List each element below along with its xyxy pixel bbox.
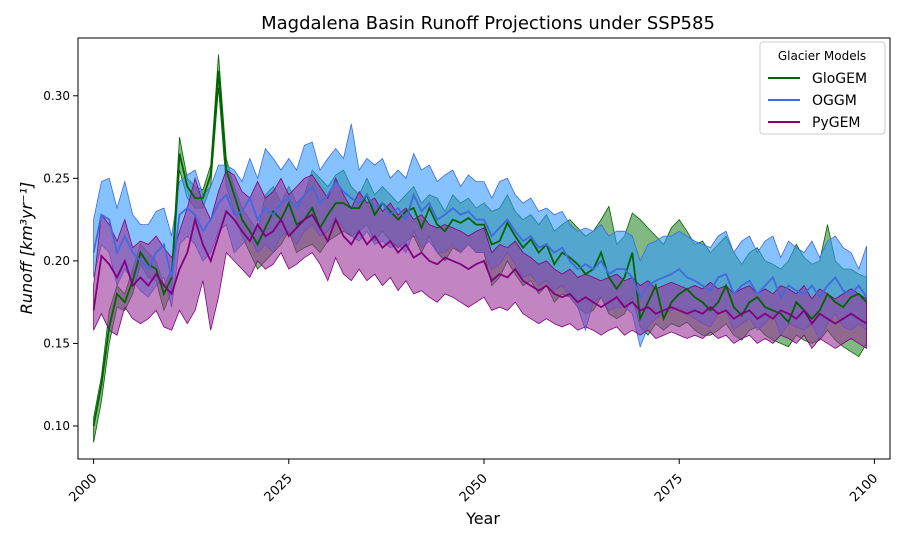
y-tick-label: 0.15 xyxy=(43,336,70,350)
y-axis: 0.10 0.15 0.20 0.25 0.30 xyxy=(43,89,78,433)
x-tick-label: 2025 xyxy=(262,471,296,505)
y-tick-label: 0.30 xyxy=(43,89,70,103)
x-axis-label: Year xyxy=(465,509,500,528)
legend-label-pygem: PyGEM xyxy=(812,115,861,131)
line-glogem xyxy=(92,70,868,427)
y-axis-label: Runoff [km³yr⁻¹] xyxy=(17,182,36,314)
x-tick-label: 2075 xyxy=(652,471,686,505)
legend-label-oggm: OGGM xyxy=(812,93,857,109)
x-axis: 2000 2025 2050 2075 2100 xyxy=(66,459,881,505)
x-tick-label: 2000 xyxy=(66,471,100,505)
series-lines xyxy=(92,70,868,427)
y-tick-label: 0.10 xyxy=(43,419,70,433)
confidence-bands xyxy=(93,54,867,443)
x-tick-label: 2100 xyxy=(847,471,881,505)
chart-title: Magdalena Basin Runoff Projections under… xyxy=(261,13,715,34)
legend-box xyxy=(759,41,886,135)
band-pygem xyxy=(93,169,867,350)
legend: Glacier Models GloGEM OGGM PyGEM xyxy=(759,41,886,135)
line-oggm xyxy=(92,180,868,300)
y-tick-label: 0.25 xyxy=(43,171,70,185)
x-tick-label: 2050 xyxy=(457,471,491,505)
legend-title: Glacier Models xyxy=(778,49,866,63)
legend-label-glogem: GloGEM xyxy=(812,71,867,87)
line-pygem xyxy=(92,209,868,326)
y-tick-label: 0.20 xyxy=(43,254,70,268)
